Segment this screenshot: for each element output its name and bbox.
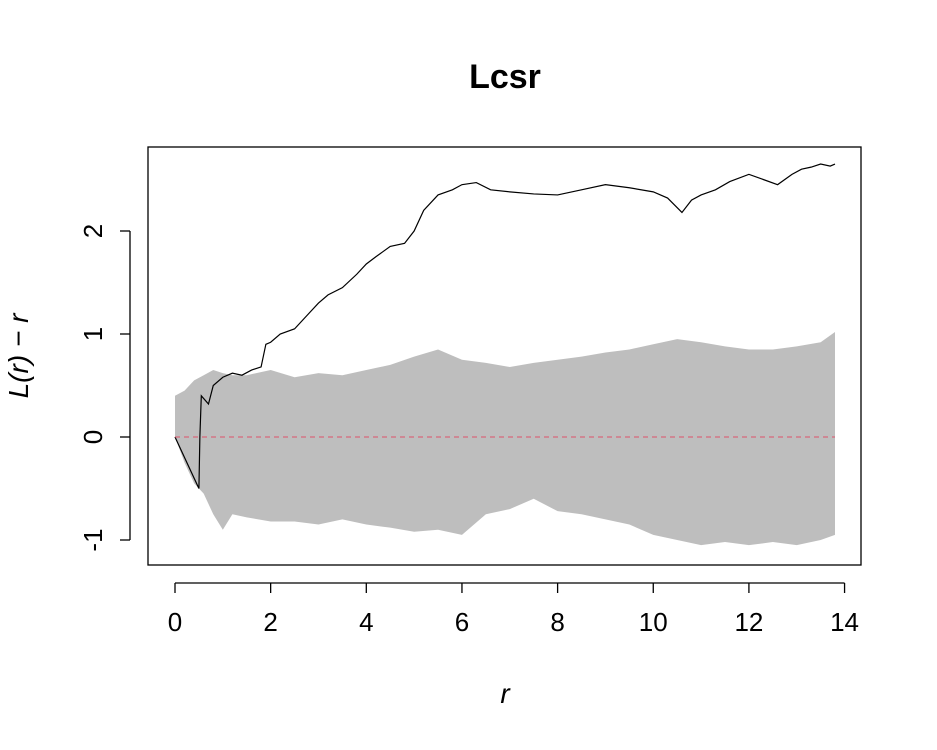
x-tick-label: 14 bbox=[830, 607, 859, 637]
x-axis-label: r bbox=[500, 678, 511, 709]
observed-line bbox=[174, 163, 836, 489]
y-tick-label: 1 bbox=[78, 327, 108, 341]
simulation-envelope bbox=[175, 331, 835, 546]
envelope-layer bbox=[175, 331, 835, 546]
x-tick-label: 2 bbox=[263, 607, 277, 637]
y-tick-label: -1 bbox=[78, 528, 108, 551]
x-tick-label: 12 bbox=[734, 607, 763, 637]
chart-title: Lcsr bbox=[469, 58, 541, 96]
y-axis-label: L(r) − r bbox=[3, 312, 34, 398]
y-tick-label: 0 bbox=[78, 430, 108, 444]
x-tick-label: 0 bbox=[168, 607, 182, 637]
y-axis: -1 0 1 2 bbox=[78, 224, 131, 552]
x-tick-label: 4 bbox=[359, 607, 373, 637]
plot-frame bbox=[147, 146, 862, 566]
x-axis: 0 2 4 6 8 10 12 14 bbox=[168, 582, 859, 637]
y-tick-label: 2 bbox=[78, 224, 108, 238]
x-tick-label: 8 bbox=[550, 607, 564, 637]
x-tick-label: 10 bbox=[639, 607, 668, 637]
lines-layer bbox=[174, 163, 836, 489]
x-tick-label: 6 bbox=[455, 607, 469, 637]
